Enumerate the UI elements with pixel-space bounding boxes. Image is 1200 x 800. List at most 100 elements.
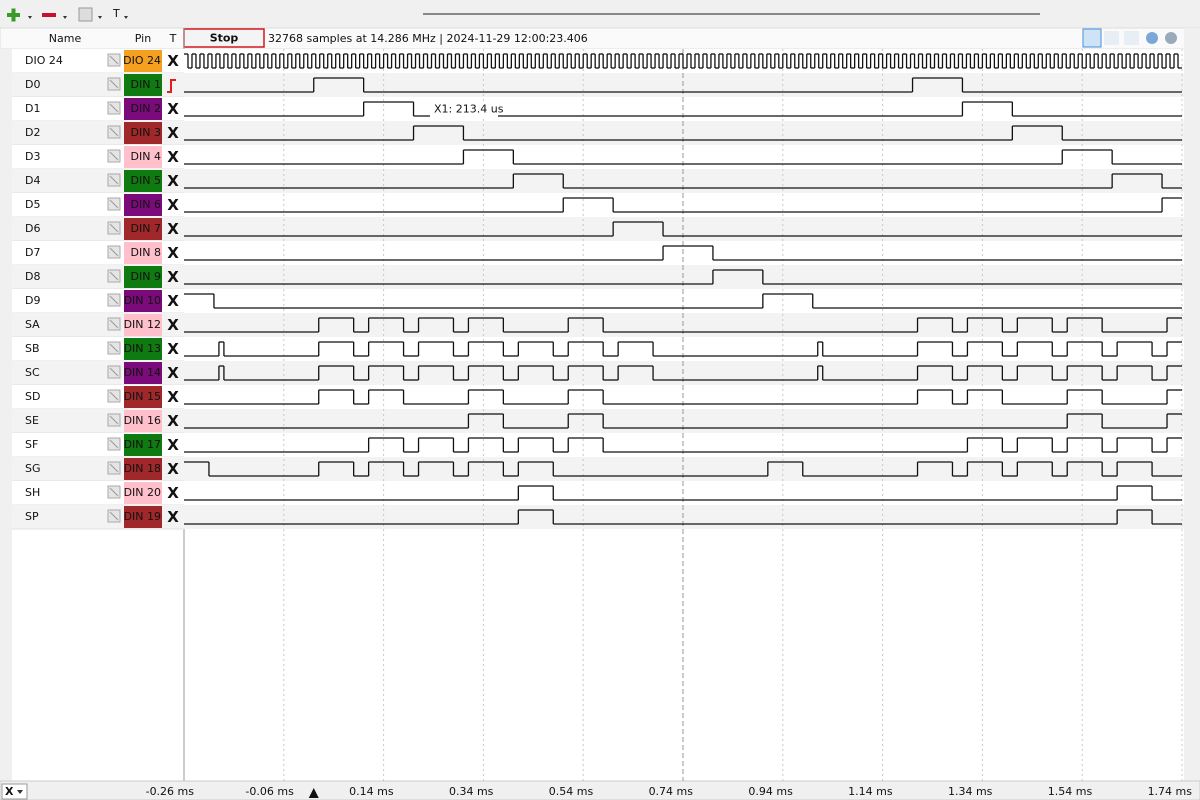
pin-label: DIN 10 [124, 294, 161, 307]
remove-button[interactable] [42, 13, 67, 19]
trigger-rise-icon [167, 79, 176, 93]
add-button[interactable] [7, 8, 32, 22]
trigger-setting[interactable]: X [167, 172, 179, 190]
pin-badge [124, 50, 162, 72]
trigger-setting[interactable]: X [167, 292, 179, 310]
trigger-setting[interactable]: X [167, 124, 179, 142]
pin-badge [124, 242, 162, 264]
pin-label: DIN 7 [131, 222, 161, 235]
trigger-setting[interactable]: X [167, 364, 179, 382]
pin-label: DIN 4 [131, 150, 161, 163]
signal-name: D5 [25, 198, 40, 211]
pin-label: DIN 15 [124, 390, 161, 403]
row-background [12, 313, 1184, 337]
row-background [12, 337, 1184, 361]
grid [283, 49, 1183, 781]
time-tick-label: 0.54 ms [549, 785, 594, 798]
trigger-setting[interactable]: X [167, 412, 179, 430]
pin-badge [124, 74, 162, 96]
row-background [12, 265, 1184, 289]
trigger-setting[interactable]: X [167, 196, 179, 214]
pin-label: DIN 3 [131, 126, 161, 139]
edit-icon-slash [109, 415, 119, 425]
trigger-setting[interactable]: X [167, 52, 179, 70]
pin-badge [124, 98, 162, 120]
edit-icon-slash [109, 367, 119, 377]
trigger-setting[interactable]: X [167, 220, 179, 238]
row-background [12, 481, 1184, 505]
acquisition-info: 32768 samples at 14.286 MHz | 2024-11-29… [268, 32, 588, 45]
signal-name: SE [25, 414, 39, 427]
row-background [12, 409, 1184, 433]
axis-selector-arrow[interactable] [17, 790, 23, 794]
edit-icon-slash [109, 223, 119, 233]
trigger-setting[interactable]: X [167, 460, 179, 478]
signal-name: D3 [25, 150, 40, 163]
time-tick-label: -0.26 ms [146, 785, 195, 798]
view-tools[interactable] [1082, 28, 1177, 48]
signal-name: SH [25, 486, 40, 499]
trigger-setting[interactable]: X [167, 340, 179, 358]
trigger-position-marker [308, 788, 319, 798]
trigger-setting[interactable]: X [167, 100, 179, 118]
pin-label: DIN 18 [124, 462, 161, 475]
time-tick-label: 0.34 ms [449, 785, 494, 798]
edit-icon-slash [109, 103, 119, 113]
edit-icon-slash [109, 295, 119, 305]
vertical-scrollbar[interactable] [1184, 28, 1200, 781]
text-tool[interactable]: T [112, 7, 120, 20]
signal-name: D0 [25, 78, 40, 91]
signal-name: D4 [25, 174, 40, 187]
row-background [12, 121, 1184, 145]
pin-label: DIN 1 [131, 78, 161, 91]
time-tick-label: 0.74 ms [649, 785, 694, 798]
pin-badge [124, 314, 162, 336]
pin-badge [124, 506, 162, 528]
pin-badge [124, 338, 162, 360]
row-background [12, 97, 1184, 121]
cursor-label: X1: 213.4 us [434, 103, 504, 116]
edit-icon-slash [109, 487, 119, 497]
trigger-setting[interactable]: X [167, 388, 179, 406]
trigger-setting[interactable]: X [167, 508, 179, 526]
trigger-setting[interactable]: X [167, 268, 179, 286]
trigger-setting[interactable]: X [167, 316, 179, 334]
axis-selector[interactable] [1, 783, 28, 800]
trigger-setting[interactable]: X [167, 244, 179, 262]
signal-name: SF [25, 438, 38, 451]
time-axis-bar [0, 780, 1200, 800]
time-tick-label: 1.14 ms [848, 785, 893, 798]
trigger-setting[interactable]: X [167, 148, 179, 166]
pin-badge [124, 122, 162, 144]
edit-icon-slash [109, 463, 119, 473]
edit-icon-slash [109, 511, 119, 521]
text-tool-arrow[interactable] [124, 16, 128, 19]
pin-label: DIN 12 [124, 318, 161, 331]
trigger-setting[interactable]: X [167, 436, 179, 454]
row-background [12, 217, 1184, 241]
pin-label: DIN 5 [131, 174, 161, 187]
pin-label: DIN 6 [131, 198, 161, 211]
trigger-header: T [169, 32, 177, 45]
signals: DIO 24 DIO 24 X D0 DIN 1 D1 DIN 2 X D2 DIN 3 X D3 DI… [25, 50, 1192, 798]
signal-name: D2 [25, 126, 40, 139]
pin-label: DIN 16 [124, 414, 161, 427]
pin-badge [124, 218, 162, 240]
edit-button[interactable] [78, 7, 102, 22]
axis-selector-label[interactable]: X [5, 785, 14, 798]
signal-name: SB [25, 342, 40, 355]
pin-badge [124, 266, 162, 288]
stop-label[interactable]: Stop [210, 32, 239, 45]
edit-icon-slash [109, 343, 119, 353]
edit-icon-slash [109, 271, 119, 281]
pin-badge [124, 194, 162, 216]
pin-label: DIN 2 [131, 102, 161, 115]
time-tick-label: 1.74 ms [1148, 785, 1193, 798]
pin-badge [124, 482, 162, 504]
row-background [12, 361, 1184, 385]
time-tick-label: -0.06 ms [245, 785, 294, 798]
row-background [12, 241, 1184, 265]
trigger-setting[interactable]: X [167, 484, 179, 502]
name-header: Name [49, 32, 82, 45]
edit-icon-slash [109, 199, 119, 209]
